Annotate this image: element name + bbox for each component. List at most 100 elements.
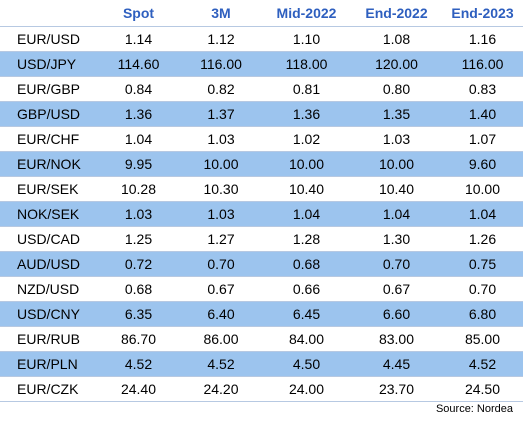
rate-cell: 0.67 [180,276,262,302]
table-row: EUR/SEK 10.28 10.30 10.40 10.40 10.00 [0,176,523,202]
rate-cell: 6.80 [442,301,523,327]
rate-cell: 1.04 [351,201,442,227]
rate-cell: 0.83 [442,76,523,102]
rate-cell: 1.03 [97,201,180,227]
rate-cell: 6.40 [180,301,262,327]
table-row: NOK/SEK 1.03 1.03 1.04 1.04 1.04 [0,201,523,227]
rate-cell: 9.60 [442,151,523,177]
rate-cell: 10.28 [97,176,180,202]
currency-pair-cell: EUR/SEK [0,176,97,202]
rate-cell: 0.84 [97,76,180,102]
rate-cell: 24.50 [442,376,523,402]
rate-cell: 4.52 [180,351,262,377]
rate-cell: 24.00 [262,376,351,402]
currency-pair-cell: NOK/SEK [0,201,97,227]
rate-cell: 0.66 [262,276,351,302]
table-row: EUR/PLN 4.52 4.52 4.50 4.45 4.52 [0,351,523,377]
rate-cell: 120.00 [351,51,442,77]
header-row: Spot 3M Mid-2022 End-2022 End-2023 [0,0,523,27]
rate-cell: 1.03 [180,201,262,227]
rate-cell: 1.35 [351,101,442,127]
table-row: EUR/NOK 9.95 10.00 10.00 10.00 9.60 [0,151,523,177]
currency-pair-cell: AUD/USD [0,251,97,277]
header-pair [0,0,97,27]
table-row: USD/CAD 1.25 1.27 1.28 1.30 1.26 [0,226,523,252]
rate-cell: 10.00 [262,151,351,177]
currency-pair-cell: EUR/RUB [0,326,97,352]
currency-pair-cell: NZD/USD [0,276,97,302]
rate-cell: 1.40 [442,101,523,127]
currency-pair-cell: GBP/USD [0,101,97,127]
rate-cell: 1.04 [442,201,523,227]
rate-cell: 10.40 [262,176,351,202]
currency-pair-cell: USD/JPY [0,51,97,77]
rate-cell: 1.07 [442,126,523,152]
rate-cell: 1.08 [351,26,442,52]
currency-pair-cell: USD/CNY [0,301,97,327]
rate-cell: 1.26 [442,226,523,252]
rate-cell: 4.45 [351,351,442,377]
table-row: AUD/USD 0.72 0.70 0.68 0.70 0.75 [0,251,523,277]
source-note: Source: Nordea [435,403,513,415]
currency-pair-cell: USD/CAD [0,226,97,252]
rate-cell: 0.72 [97,251,180,277]
table-row: EUR/CZK 24.40 24.20 24.00 23.70 24.50 [0,376,523,402]
currency-pair-cell: EUR/USD [0,26,97,52]
table-row: EUR/USD 1.14 1.12 1.10 1.08 1.16 [0,26,523,52]
rate-cell: 24.40 [97,376,180,402]
rate-cell: 1.12 [180,26,262,52]
header-end-2023: End-2023 [451,5,514,21]
table-row: EUR/CHF 1.04 1.03 1.02 1.03 1.07 [0,126,523,152]
rate-cell: 6.45 [262,301,351,327]
currency-pair-cell: EUR/PLN [0,351,97,377]
table-row: EUR/GBP 0.84 0.82 0.81 0.80 0.83 [0,76,523,102]
currency-pair-cell: EUR/NOK [0,151,97,177]
rate-cell: 1.04 [97,126,180,152]
rate-cell: 0.70 [442,276,523,302]
currency-pair-cell: EUR/GBP [0,76,97,102]
rate-cell: 6.35 [97,301,180,327]
rate-cell: 1.27 [180,226,262,252]
rate-cell: 1.02 [262,126,351,152]
rate-cell: 0.75 [442,251,523,277]
rate-cell: 10.40 [351,176,442,202]
rate-cell: 10.30 [180,176,262,202]
currency-pair-cell: EUR/CHF [0,126,97,152]
header-spot: Spot [122,5,155,21]
rate-cell: 1.03 [351,126,442,152]
table-row: USD/CNY 6.35 6.40 6.45 6.60 6.80 [0,301,523,327]
rate-cell: 4.52 [97,351,180,377]
rate-cell: 116.00 [180,51,262,77]
rate-cell: 86.70 [97,326,180,352]
rate-cell: 4.50 [262,351,351,377]
rate-cell: 1.28 [262,226,351,252]
rate-cell: 0.81 [262,76,351,102]
rate-cell: 0.70 [351,251,442,277]
rate-cell: 23.70 [351,376,442,402]
rate-cell: 10.00 [442,176,523,202]
rate-cell: 86.00 [180,326,262,352]
rate-cell: 1.30 [351,226,442,252]
rate-cell: 6.60 [351,301,442,327]
rate-cell: 9.95 [97,151,180,177]
rate-cell: 85.00 [442,326,523,352]
rate-cell: 1.04 [262,201,351,227]
rate-cell: 1.03 [180,126,262,152]
rate-cell: 10.00 [180,151,262,177]
rate-cell: 1.36 [97,101,180,127]
rate-cell: 84.00 [262,326,351,352]
header-end-2022: End-2022 [365,5,428,21]
rate-cell: 0.80 [351,76,442,102]
table-row: GBP/USD 1.36 1.37 1.36 1.35 1.40 [0,101,523,127]
rate-cell: 0.68 [97,276,180,302]
fx-forecast-table: Spot 3M Mid-2022 End-2022 End-2023 EUR/U… [0,0,523,402]
rate-cell: 1.25 [97,226,180,252]
rate-cell: 0.82 [180,76,262,102]
rate-cell: 0.70 [180,251,262,277]
rate-cell: 114.60 [97,51,180,77]
rate-cell: 0.67 [351,276,442,302]
rate-cell: 1.37 [180,101,262,127]
header-mid-2022: Mid-2022 [276,5,337,21]
header-3m: 3M [211,5,231,21]
currency-pair-cell: EUR/CZK [0,376,97,402]
